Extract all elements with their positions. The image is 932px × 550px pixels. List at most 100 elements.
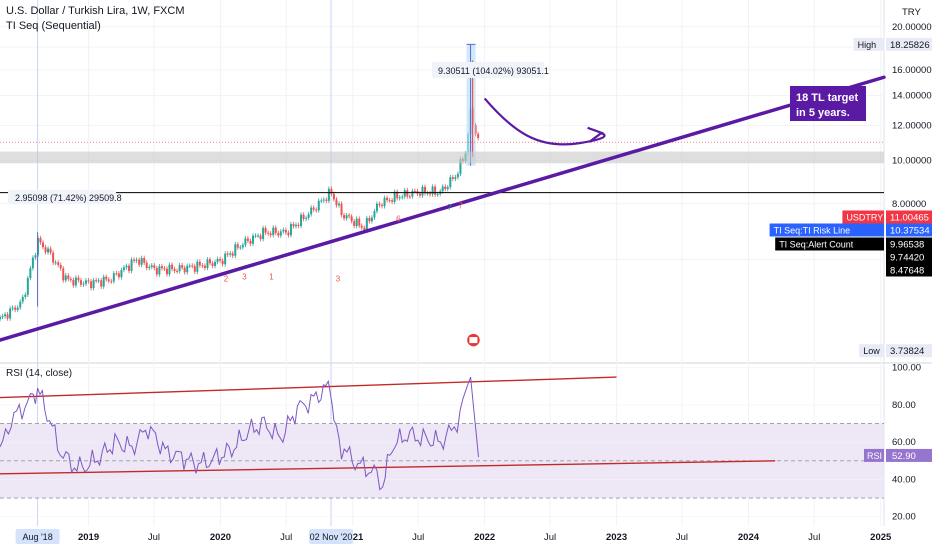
- candle-body: [95, 280, 98, 282]
- rsi-pane: RSI (14, close): [0, 367, 884, 517]
- price-label-bg: [886, 250, 932, 264]
- price-pane: 2 3 1 3 6 77 2.95098 (71.42%) 29509.8 9.30511 (…: [0, 43, 886, 348]
- price-label-bg: [886, 237, 932, 251]
- rsi-tick-label: 100.00: [892, 363, 921, 374]
- candle-body: [429, 193, 432, 195]
- candle-body: [312, 207, 315, 210]
- candle-body: [368, 218, 371, 222]
- seq-count-red: 3: [336, 274, 341, 283]
- candle-body: [307, 214, 310, 218]
- rsi-tick-label: 60.00: [892, 437, 916, 448]
- candle-body: [251, 235, 254, 244]
- candle-body: [148, 267, 151, 269]
- y-tick-label: 16.00000: [892, 65, 932, 76]
- price-label-tag: USDTRY: [846, 213, 883, 223]
- candle-body: [241, 244, 244, 248]
- candle-body: [454, 177, 457, 179]
- candle-body: [226, 253, 229, 255]
- price-label-bg: [886, 223, 932, 237]
- rsi-channel-line: [0, 460, 776, 475]
- candle-body: [340, 203, 343, 216]
- currency-label: TRY: [902, 7, 921, 18]
- rsi-tick-label: 80.00: [892, 400, 916, 411]
- candle-body: [370, 217, 373, 222]
- candle-body: [97, 280, 100, 282]
- candle-body: [160, 266, 163, 269]
- measure-label-bg: [432, 62, 544, 78]
- price-label-value: 9.74420: [890, 253, 924, 264]
- seq-count-green: 7: [447, 203, 452, 212]
- candle-body: [337, 203, 340, 206]
- candle-body: [133, 259, 136, 261]
- candle-body: [193, 266, 196, 272]
- price-label-value: 8.47648: [890, 266, 924, 277]
- target-note-line1: 18 TL target: [796, 92, 858, 104]
- candle-body: [431, 186, 434, 195]
- candle-body: [54, 262, 57, 264]
- candle-body: [216, 258, 219, 262]
- candle-body: [74, 277, 77, 286]
- candle-body: [198, 261, 201, 266]
- x-tick-label: Jul: [412, 532, 424, 543]
- candle-body: [358, 218, 361, 226]
- candle-body: [14, 307, 17, 310]
- candle-body: [0, 316, 1, 320]
- candle-body: [259, 235, 262, 240]
- candle-body: [289, 224, 292, 236]
- candle-body: [300, 214, 303, 226]
- rsi-channel-line: [0, 376, 617, 399]
- indicator-title: TI Seq (Sequential): [6, 20, 101, 32]
- candle-body: [444, 186, 447, 190]
- candle-body: [191, 265, 194, 267]
- candle-body: [77, 277, 80, 281]
- candle-body: [292, 224, 295, 227]
- candle-body: [34, 255, 37, 258]
- price-label-tag-bg: [859, 344, 884, 358]
- candle-body: [383, 197, 386, 207]
- candle-body: [373, 211, 376, 218]
- x-highlight-label: 02 Nov '20: [310, 532, 353, 542]
- candle-body: [57, 262, 60, 265]
- seq-count-red: 3: [242, 273, 247, 282]
- candle-body: [401, 196, 404, 198]
- x-tick-label: Jul: [280, 532, 292, 543]
- candle-body: [11, 307, 14, 309]
- candle-body: [474, 125, 477, 134]
- candle-body: [284, 229, 287, 233]
- x-highlight-chip: [15, 529, 60, 544]
- arrow-head: [587, 126, 604, 143]
- candle-body: [6, 314, 9, 319]
- candle-body: [206, 259, 209, 268]
- candle-body: [188, 265, 191, 267]
- candle-body: [274, 227, 277, 233]
- candle-body: [272, 227, 275, 236]
- candle-body: [257, 235, 260, 237]
- candle-body: [67, 275, 70, 279]
- price-label-tag-bg: [853, 37, 884, 51]
- x-highlight-label: Aug '18: [22, 532, 52, 542]
- candle-body: [451, 177, 454, 179]
- candle-body: [214, 261, 217, 266]
- candle-body: [165, 268, 168, 275]
- candle-body: [355, 218, 358, 227]
- candle-body: [236, 244, 239, 248]
- x-tick-label: Jul: [544, 532, 556, 543]
- candle-body: [85, 280, 88, 284]
- candle-body: [181, 265, 184, 268]
- candle-body: [375, 203, 378, 212]
- candle-body: [100, 280, 103, 287]
- rsi-title: RSI (14, close): [6, 368, 72, 379]
- candle-body: [320, 200, 323, 202]
- candle-body: [143, 257, 146, 263]
- candle-body: [398, 197, 401, 199]
- target-note-line2: in 5 years.: [796, 107, 850, 119]
- candle-body: [406, 190, 409, 197]
- candle-body: [117, 273, 120, 278]
- candle-body: [350, 216, 353, 222]
- seq-count-red: 1: [269, 273, 274, 282]
- candle-body: [112, 273, 115, 282]
- candle-body: [183, 267, 186, 273]
- candle-body: [436, 193, 439, 195]
- x-tick-label: 2022: [474, 532, 495, 543]
